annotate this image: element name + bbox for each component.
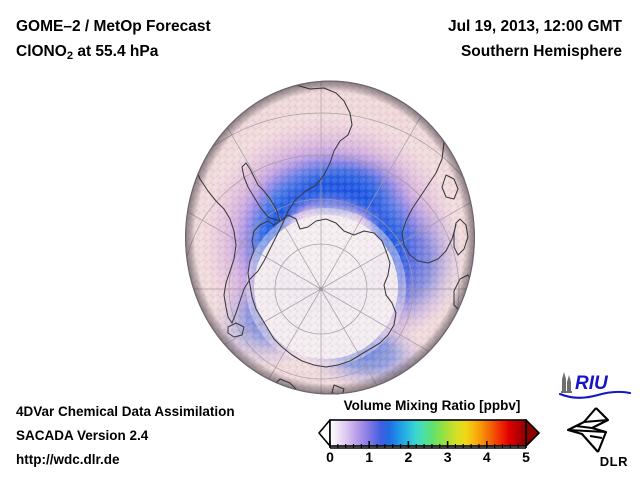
species-level-label: ClONO2 at 55.4 hPa <box>16 39 211 69</box>
colorbar-frame <box>329 419 527 447</box>
concentration-field <box>185 80 475 395</box>
wdc-url[interactable]: http://wdc.dlr.de <box>16 452 120 467</box>
species-name: ClONO <box>16 43 67 60</box>
colorbar-tick-label: 0 <box>326 449 334 465</box>
colorbar-tick-label: 3 <box>443 449 452 465</box>
colorbar-ticks <box>329 441 527 448</box>
colorbar-tick-label: 2 <box>404 449 413 465</box>
riu-logo-svg: RIU <box>558 372 632 399</box>
software-version: SACADA Version 2.4 <box>16 428 149 443</box>
footer-credits: 4DVar Chemical Data Assimilation SACADA … <box>16 400 235 472</box>
colorbar-graphic: 0 1 2 3 4 5 <box>318 419 544 473</box>
colorbar: Volume Mixing Ratio [ppbv] 0 1 2 3 4 5 <box>318 398 544 473</box>
forecast-datetime: Jul 19, 2013, 12:00 GMT <box>447 18 622 35</box>
dlr-wordmark: DLR <box>599 454 628 469</box>
orthographic-projection-svg <box>185 80 475 395</box>
hemisphere-label: Southern Hemisphere <box>460 43 622 60</box>
header-right-block: Jul 19, 2013, 12:00 GMT Southern Hemisph… <box>448 14 622 64</box>
species-subscript: 2 <box>66 49 74 62</box>
colorbar-svg <box>318 419 540 449</box>
colorbar-tick-label: 1 <box>365 449 374 465</box>
assimilation-method: 4DVar Chemical Data Assimilation <box>16 404 235 419</box>
dlr-mark-icon <box>566 407 610 453</box>
header-left-block: GOME–2 / MetOp Forecast ClONO2 at 55.4 h… <box>16 14 211 69</box>
dlr-logo-svg <box>566 407 610 453</box>
colorbar-title: Volume Mixing Ratio [ppbv] <box>343 398 521 413</box>
pressure-level: at 55.4 hPa <box>73 43 159 60</box>
riu-swoosh <box>558 390 632 399</box>
colorbar-extend-low <box>318 419 331 447</box>
riu-tower-icon <box>561 372 572 393</box>
limb-shading <box>185 80 475 395</box>
globe-limb-outline <box>185 80 475 395</box>
colorbar-extend-high <box>525 419 540 447</box>
colorbar-gradient <box>330 420 526 446</box>
dlr-logo: DLR <box>562 406 632 469</box>
riu-wordmark: RIU <box>575 373 609 394</box>
colorbar-tick-label: 4 <box>482 449 491 465</box>
colorbar-tick-label: 5 <box>522 449 530 465</box>
instrument-title: GOME–2 / MetOp Forecast <box>16 18 211 35</box>
riu-logo: RIU <box>558 370 632 400</box>
globe-map <box>184 79 476 396</box>
